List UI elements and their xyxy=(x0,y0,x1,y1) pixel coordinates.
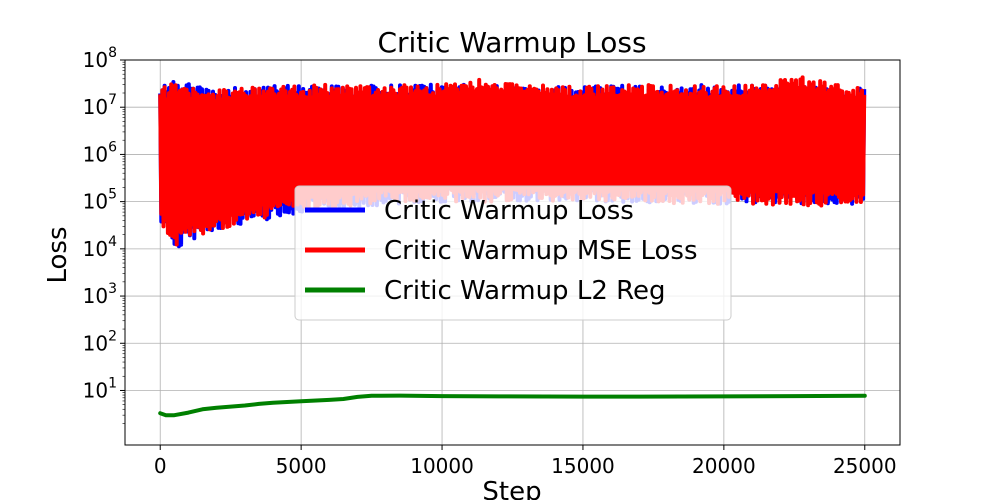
series-layer xyxy=(158,75,867,418)
x-tick-label: 0 xyxy=(154,454,167,478)
x-tick-label: 5000 xyxy=(276,454,327,478)
x-tick-label: 25000 xyxy=(833,454,897,478)
y-tick-label: 106 xyxy=(83,139,117,166)
series-line xyxy=(158,393,867,418)
y-tick-label: 101 xyxy=(83,375,117,402)
tick-layer: 0 5000 10000 15000 20000 25000 101 102 103 104 105… xyxy=(83,45,897,478)
y-tick-label: 108 xyxy=(83,45,117,72)
legend-label: Critic Warmup Loss xyxy=(384,196,634,226)
x-tick-label: 20000 xyxy=(692,454,756,478)
x-axis-label: Step xyxy=(482,477,541,500)
y-tick-label: 105 xyxy=(83,187,117,214)
legend-label: Critic Warmup MSE Loss xyxy=(384,236,698,266)
y-tick-label: 102 xyxy=(83,328,117,355)
y-tick-label: 104 xyxy=(83,234,117,261)
series-line xyxy=(158,75,867,247)
y-axis-label: Loss xyxy=(43,226,73,283)
y-tick-label: 107 xyxy=(83,92,117,119)
chart-title: Critic Warmup Loss xyxy=(377,26,646,59)
x-tick-label: 15000 xyxy=(551,454,615,478)
plot-frame xyxy=(124,59,901,446)
legend: Critic Warmup Loss Critic Warmup MSE Loss… xyxy=(294,185,732,321)
x-tick-label: 10000 xyxy=(410,454,474,478)
legend-label: Critic Warmup L2 Reg xyxy=(384,276,666,306)
legend-box xyxy=(294,185,732,321)
y-tick-label: 103 xyxy=(83,281,117,308)
